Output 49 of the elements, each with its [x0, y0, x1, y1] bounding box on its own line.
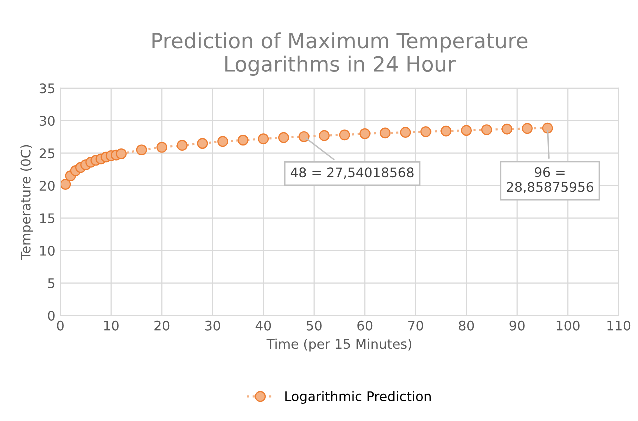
- point: [258, 134, 270, 144]
- point: [522, 123, 533, 134]
- y-tick-label: 20: [40, 181, 55, 192]
- point: [298, 131, 310, 142]
- point: [400, 127, 412, 138]
- y-tick-label: 35: [40, 84, 55, 94]
- x-axis-title: Time (per 15 Minutes): [266, 338, 412, 352]
- x-tick-label: 50: [306, 320, 322, 331]
- y-tick-label: 5: [48, 278, 55, 288]
- x-tick-label: 40: [256, 320, 272, 331]
- point: [339, 130, 350, 141]
- x-tick-label: 60: [358, 320, 373, 331]
- point: [420, 126, 432, 138]
- point: [136, 144, 148, 156]
- point: [461, 125, 472, 136]
- point: [218, 136, 228, 148]
- point: [502, 124, 513, 135]
- point: [197, 138, 208, 150]
- point: [156, 142, 168, 153]
- point: [238, 134, 249, 146]
- x-tick-label: 30: [205, 320, 220, 331]
- point: [360, 128, 371, 140]
- y-tick-label: 30: [40, 116, 55, 126]
- x-tick-label: 80: [459, 320, 474, 331]
- point: [176, 140, 188, 151]
- point: [380, 128, 391, 139]
- point: [440, 126, 452, 137]
- y-tick-label: 0: [48, 310, 55, 321]
- annotation: 96 = 28,85875956: [507, 167, 594, 194]
- annotation: 48 = 27,54018568: [290, 168, 414, 179]
- point: [481, 124, 492, 136]
- y-tick-label: 15: [40, 214, 55, 224]
- point: [116, 148, 127, 160]
- y-axis-title: Temperature (0C): [20, 145, 34, 260]
- chart-title: Prediction of Maximum Temperature Logarithms in 24 Hour: [152, 32, 528, 76]
- y-tick-label: 10: [40, 246, 55, 256]
- x-tick-label: 100: [556, 320, 580, 331]
- point: [542, 122, 554, 134]
- x-tick-label: 70: [408, 320, 424, 331]
- x-tick-label: 110: [608, 320, 631, 331]
- x-tick-label: 90: [510, 320, 525, 331]
- point: [60, 179, 72, 190]
- legend-label: Logarithmic Prediction: [286, 391, 431, 404]
- x-tick-label: 10: [104, 320, 119, 331]
- point: [278, 132, 290, 144]
- y-tick-label: 25: [40, 148, 55, 159]
- point: [319, 130, 330, 142]
- x-tick-label: 20: [154, 320, 170, 331]
- x-tick-label: 0: [57, 320, 64, 331]
